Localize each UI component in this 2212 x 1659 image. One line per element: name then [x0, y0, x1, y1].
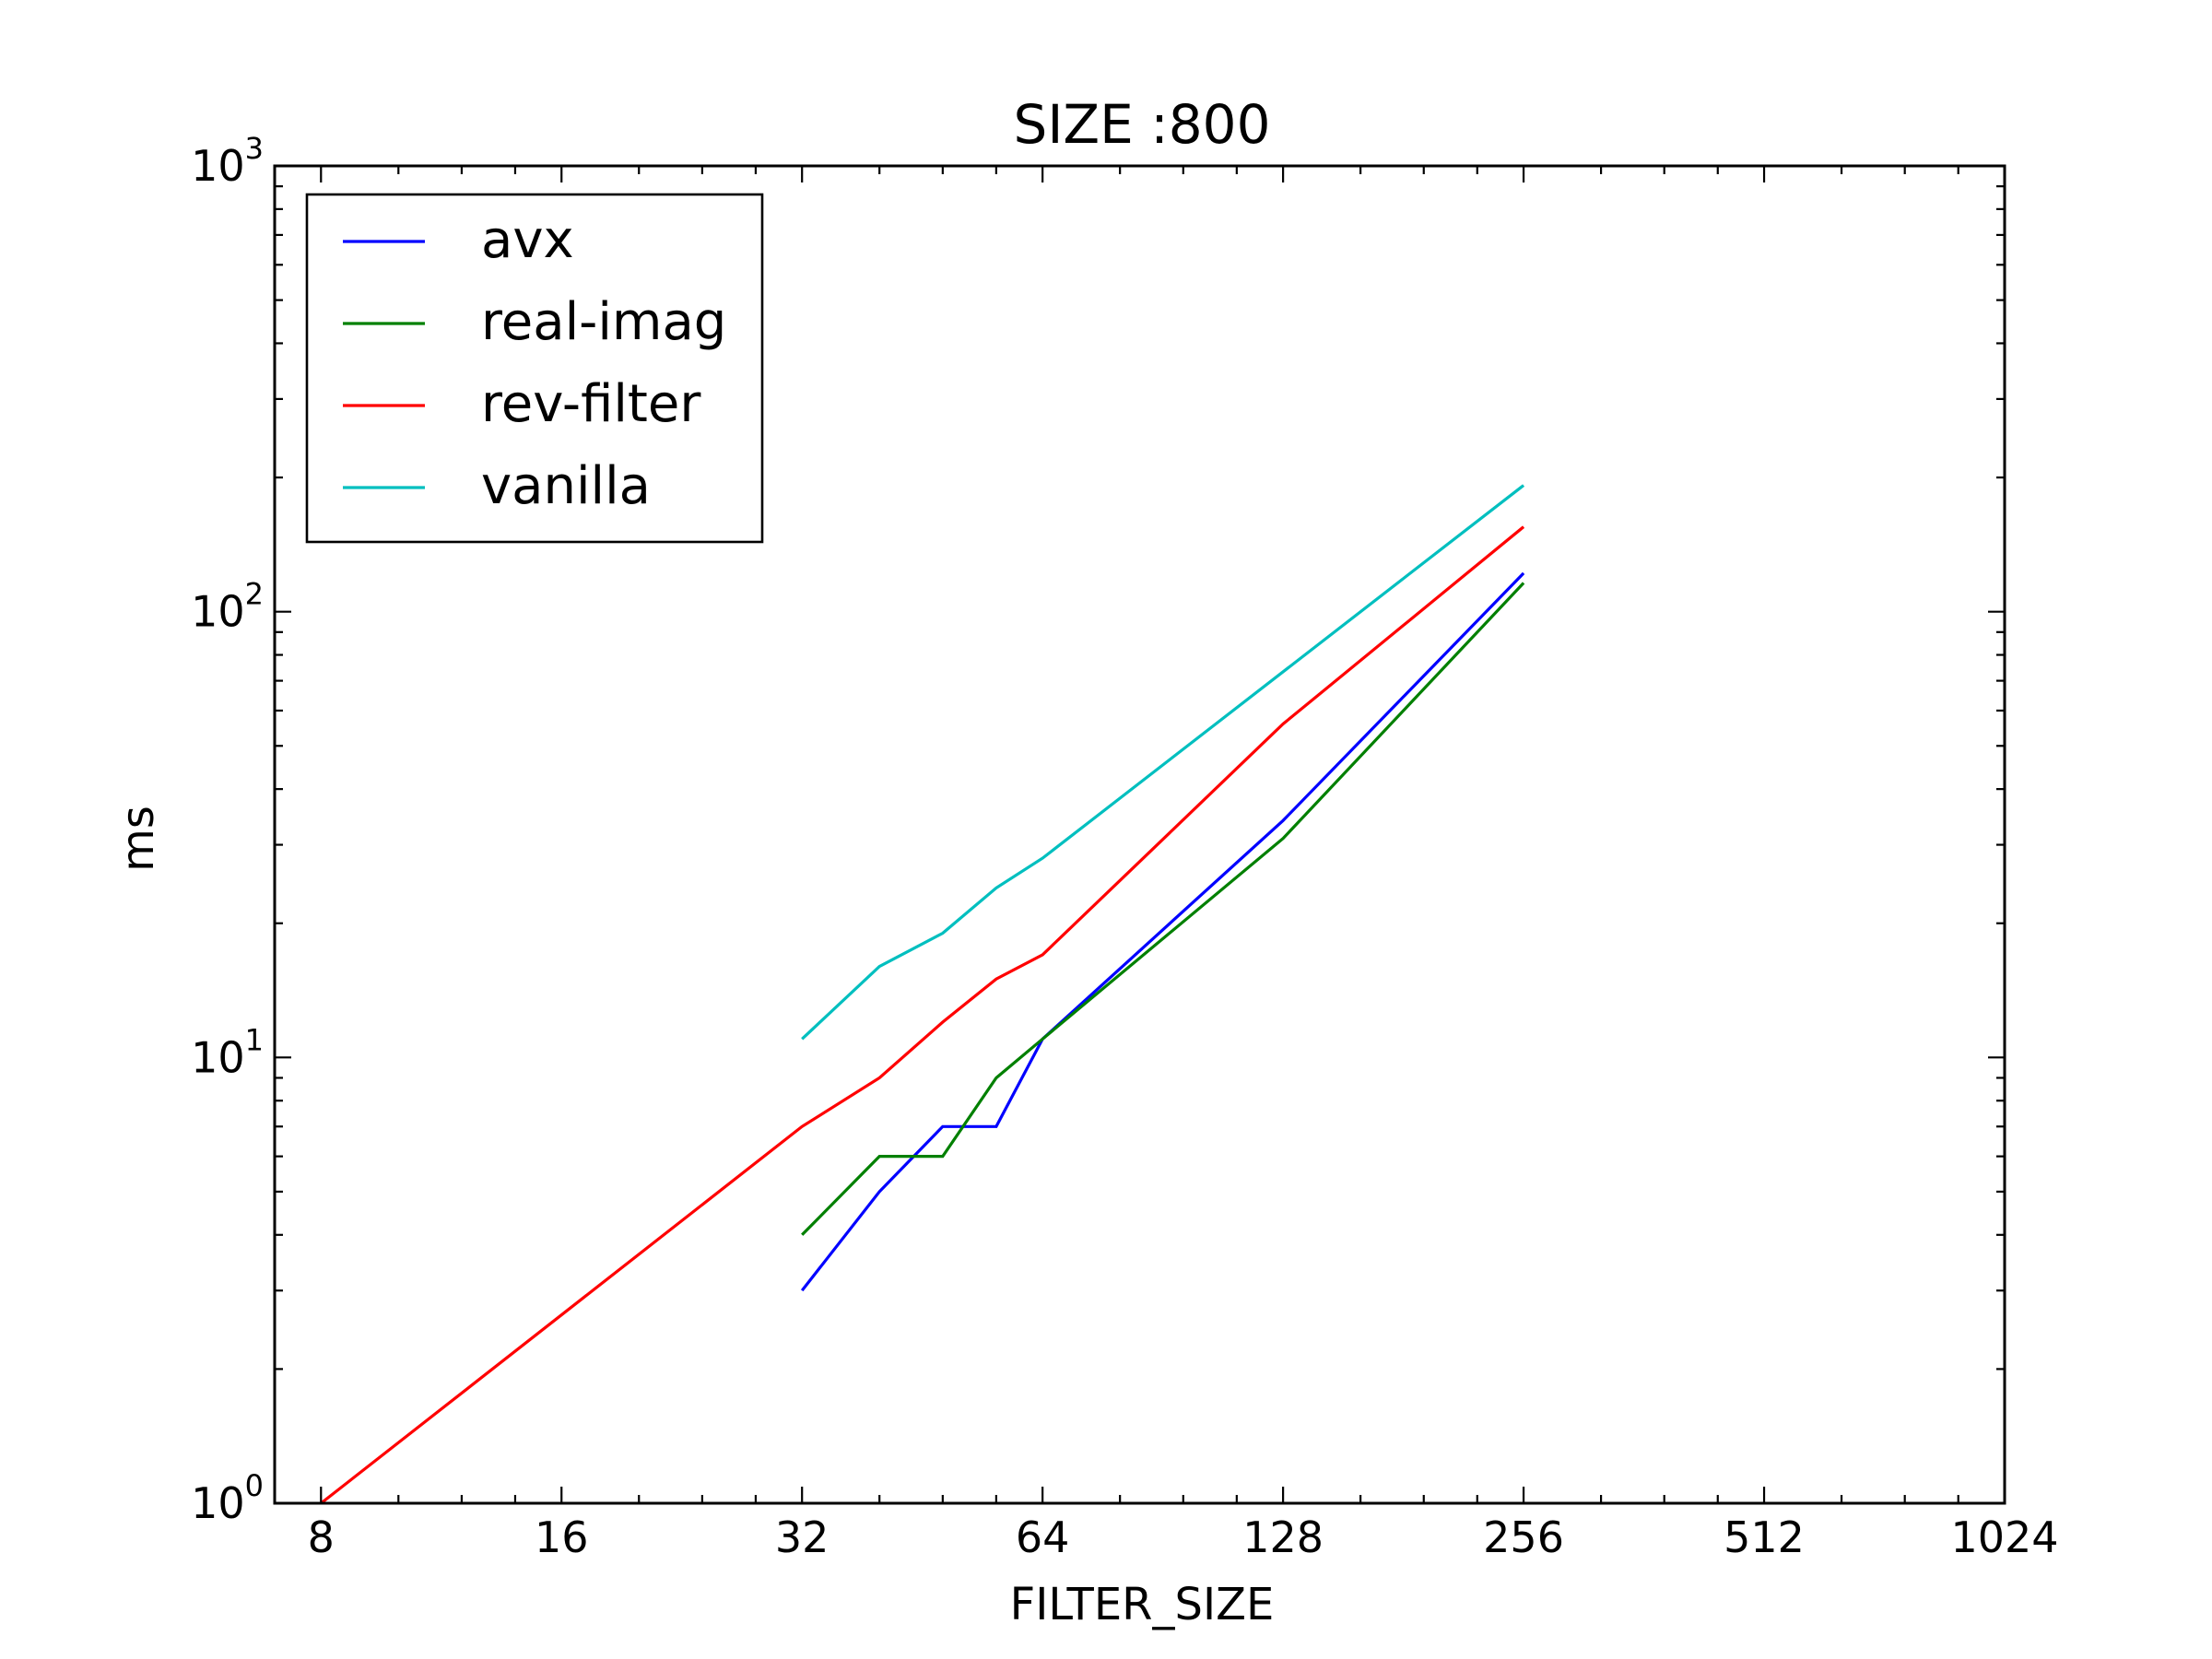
legend-label-rev-filter: rev-filter [481, 374, 701, 434]
legend: avx real-imag rev-filter vanilla [305, 193, 764, 544]
x-tick-label: 16 [535, 1512, 589, 1562]
x-tick-label: 256 [1483, 1512, 1564, 1562]
series-line-rev-filter [320, 525, 1525, 1505]
x-tick-label: 64 [1016, 1512, 1070, 1562]
plot-frame [273, 164, 2006, 1505]
y-tick-label: 103 [191, 131, 264, 191]
series-line-avx [800, 571, 1525, 1292]
x-tick-label: 1024 [1950, 1512, 2058, 1562]
legend-label-avx: avx [481, 210, 574, 270]
x-tick-label: 128 [1242, 1512, 1324, 1562]
y-tick-exponent: 0 [245, 1468, 264, 1503]
y-tick-label: 102 [191, 577, 264, 637]
series-line-real-imag [801, 582, 1525, 1236]
series-layer [320, 484, 1525, 1505]
y-tick-exponent: 3 [245, 131, 264, 166]
series-line-vanilla [801, 484, 1525, 1041]
y-tick-exponent: 2 [245, 577, 264, 612]
x-axis-label: FILTER_SIZE [1010, 1579, 1275, 1630]
chart-title: SIZE :800 [1014, 93, 1271, 156]
x-tick-label: 8 [308, 1512, 335, 1562]
y-tick-label: 100 [191, 1468, 264, 1528]
legend-label-real-imag: real-imag [481, 292, 726, 352]
legend-box [305, 193, 764, 544]
x-tick-label: 32 [775, 1512, 830, 1562]
y-tick-exponent: 1 [245, 1022, 264, 1057]
y-tick-label: 101 [191, 1022, 264, 1082]
y-axis-label: ms [112, 806, 164, 872]
x-tick-label: 512 [1724, 1512, 1805, 1562]
legend-label-vanilla: vanilla [481, 456, 651, 516]
